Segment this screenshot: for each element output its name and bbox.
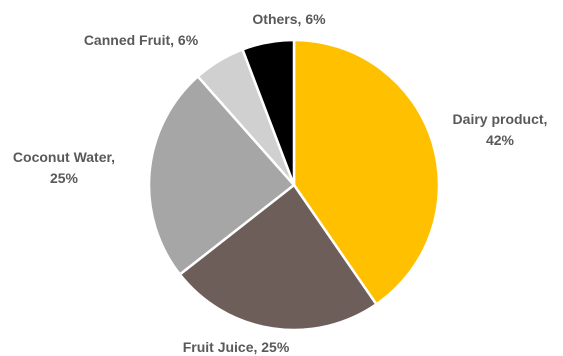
- label-fruit-juice: Fruit Juice, 25%: [183, 339, 290, 355]
- pie-slices: [147, 38, 441, 332]
- pie-labels: Dairy product, 42% Fruit Juice, 25% Coconut…: [13, 11, 548, 355]
- label-line: Canned Fruit, 6%: [84, 32, 199, 48]
- label-line: Others, 6%: [252, 11, 326, 27]
- label-canned-fruit: Canned Fruit, 6%: [84, 32, 199, 48]
- label-line: Dairy product,: [453, 111, 548, 127]
- slice-coconut-water: [147, 75, 296, 276]
- label-others: Others, 6%: [252, 11, 326, 27]
- slice-fruit-juice: [178, 183, 378, 332]
- label-line: Coconut Water,: [13, 149, 115, 165]
- label-dairy-product: Dairy product, 42%: [453, 111, 548, 148]
- label-line: 42%: [486, 132, 515, 148]
- slice-dairy-product: [292, 38, 441, 306]
- label-line: 25%: [50, 170, 79, 186]
- slice-others: [241, 38, 296, 187]
- label-line: Fruit Juice, 25%: [183, 339, 290, 355]
- label-coconut-water: Coconut Water, 25%: [13, 149, 115, 186]
